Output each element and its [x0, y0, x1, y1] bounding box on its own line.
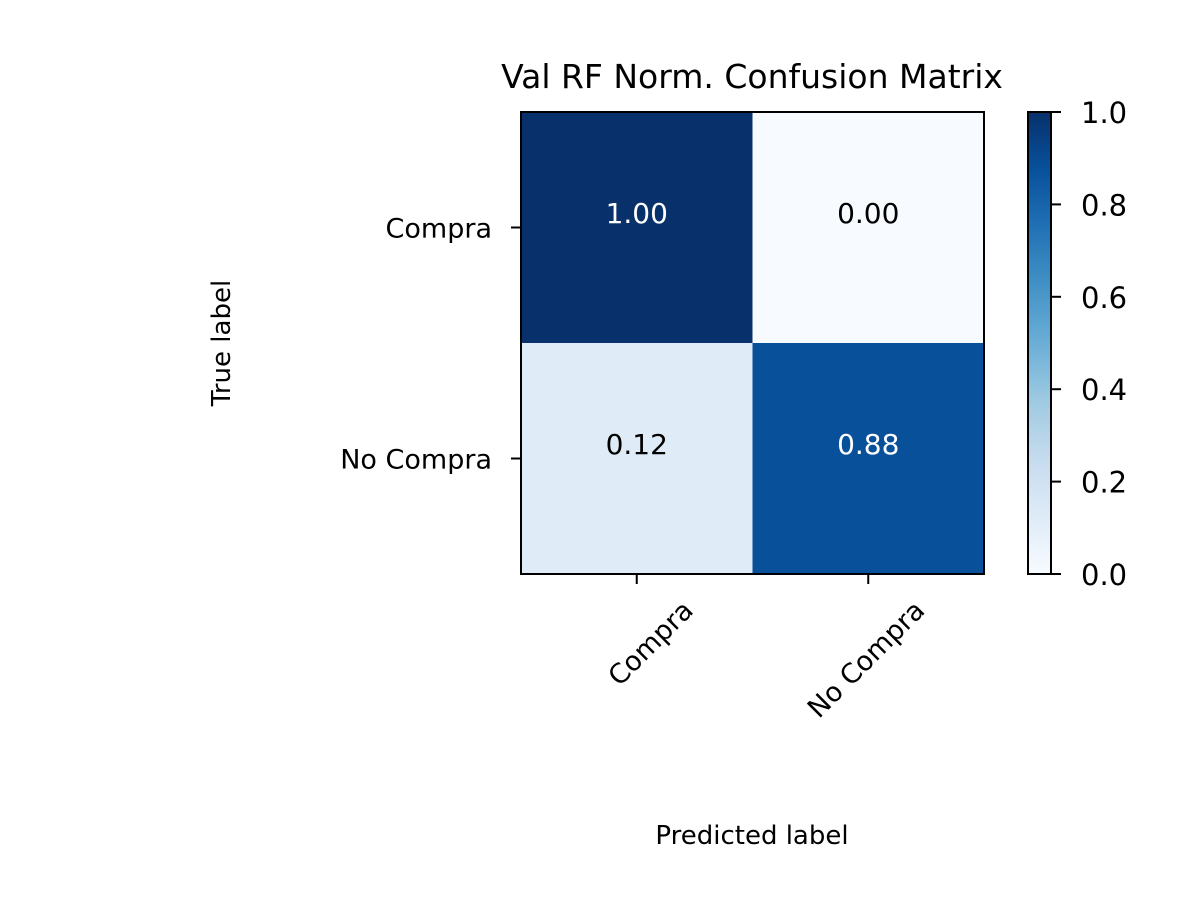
heatmap-cells [521, 112, 985, 575]
cell-value-label: 0.00 [837, 197, 899, 230]
heatmap-cell-labels: 1.00 0.00 0.12 0.88 [606, 197, 900, 461]
x-tick-label: No Compra [802, 595, 931, 724]
cell-value-label: 0.88 [837, 428, 899, 461]
colorbar-tick-label: 0.4 [1081, 373, 1127, 407]
colorbar-tick-label: 0.8 [1081, 188, 1127, 222]
chart-title: Val RF Norm. Confusion Matrix [501, 57, 1003, 96]
y-tick-label: No Compra [340, 445, 492, 476]
cell-value-label: 1.00 [606, 197, 668, 230]
y-axis-label: True label [207, 280, 237, 407]
heatmap-cell [752, 343, 985, 575]
x-axis-label: Predicted label [655, 821, 848, 851]
y-tick-label: Compra [386, 214, 492, 245]
colorbar-tick-label: 1.0 [1081, 96, 1127, 130]
colorbar-tick-label: 0.0 [1081, 558, 1127, 592]
colorbar-ticks: 0.0 0.2 0.4 0.6 0.8 1.0 [1051, 96, 1127, 592]
y-axis-ticks: Compra No Compra [340, 214, 521, 476]
heatmap-cell [521, 343, 753, 575]
x-axis-ticks: Compra No Compra [602, 574, 931, 724]
plot-frame [520, 111, 985, 575]
cell-value-label: 0.12 [606, 428, 668, 461]
colorbar-tick-label: 0.2 [1081, 466, 1127, 500]
x-tick-label: Compra [602, 595, 699, 692]
heatmap-cell [521, 112, 753, 344]
colorbar-tick-label: 0.6 [1081, 281, 1127, 315]
colorbar-gradient [1027, 111, 1052, 575]
heatmap-cell [752, 112, 985, 344]
colorbar: 0.0 0.2 0.4 0.6 0.8 1.0 [1027, 96, 1127, 592]
